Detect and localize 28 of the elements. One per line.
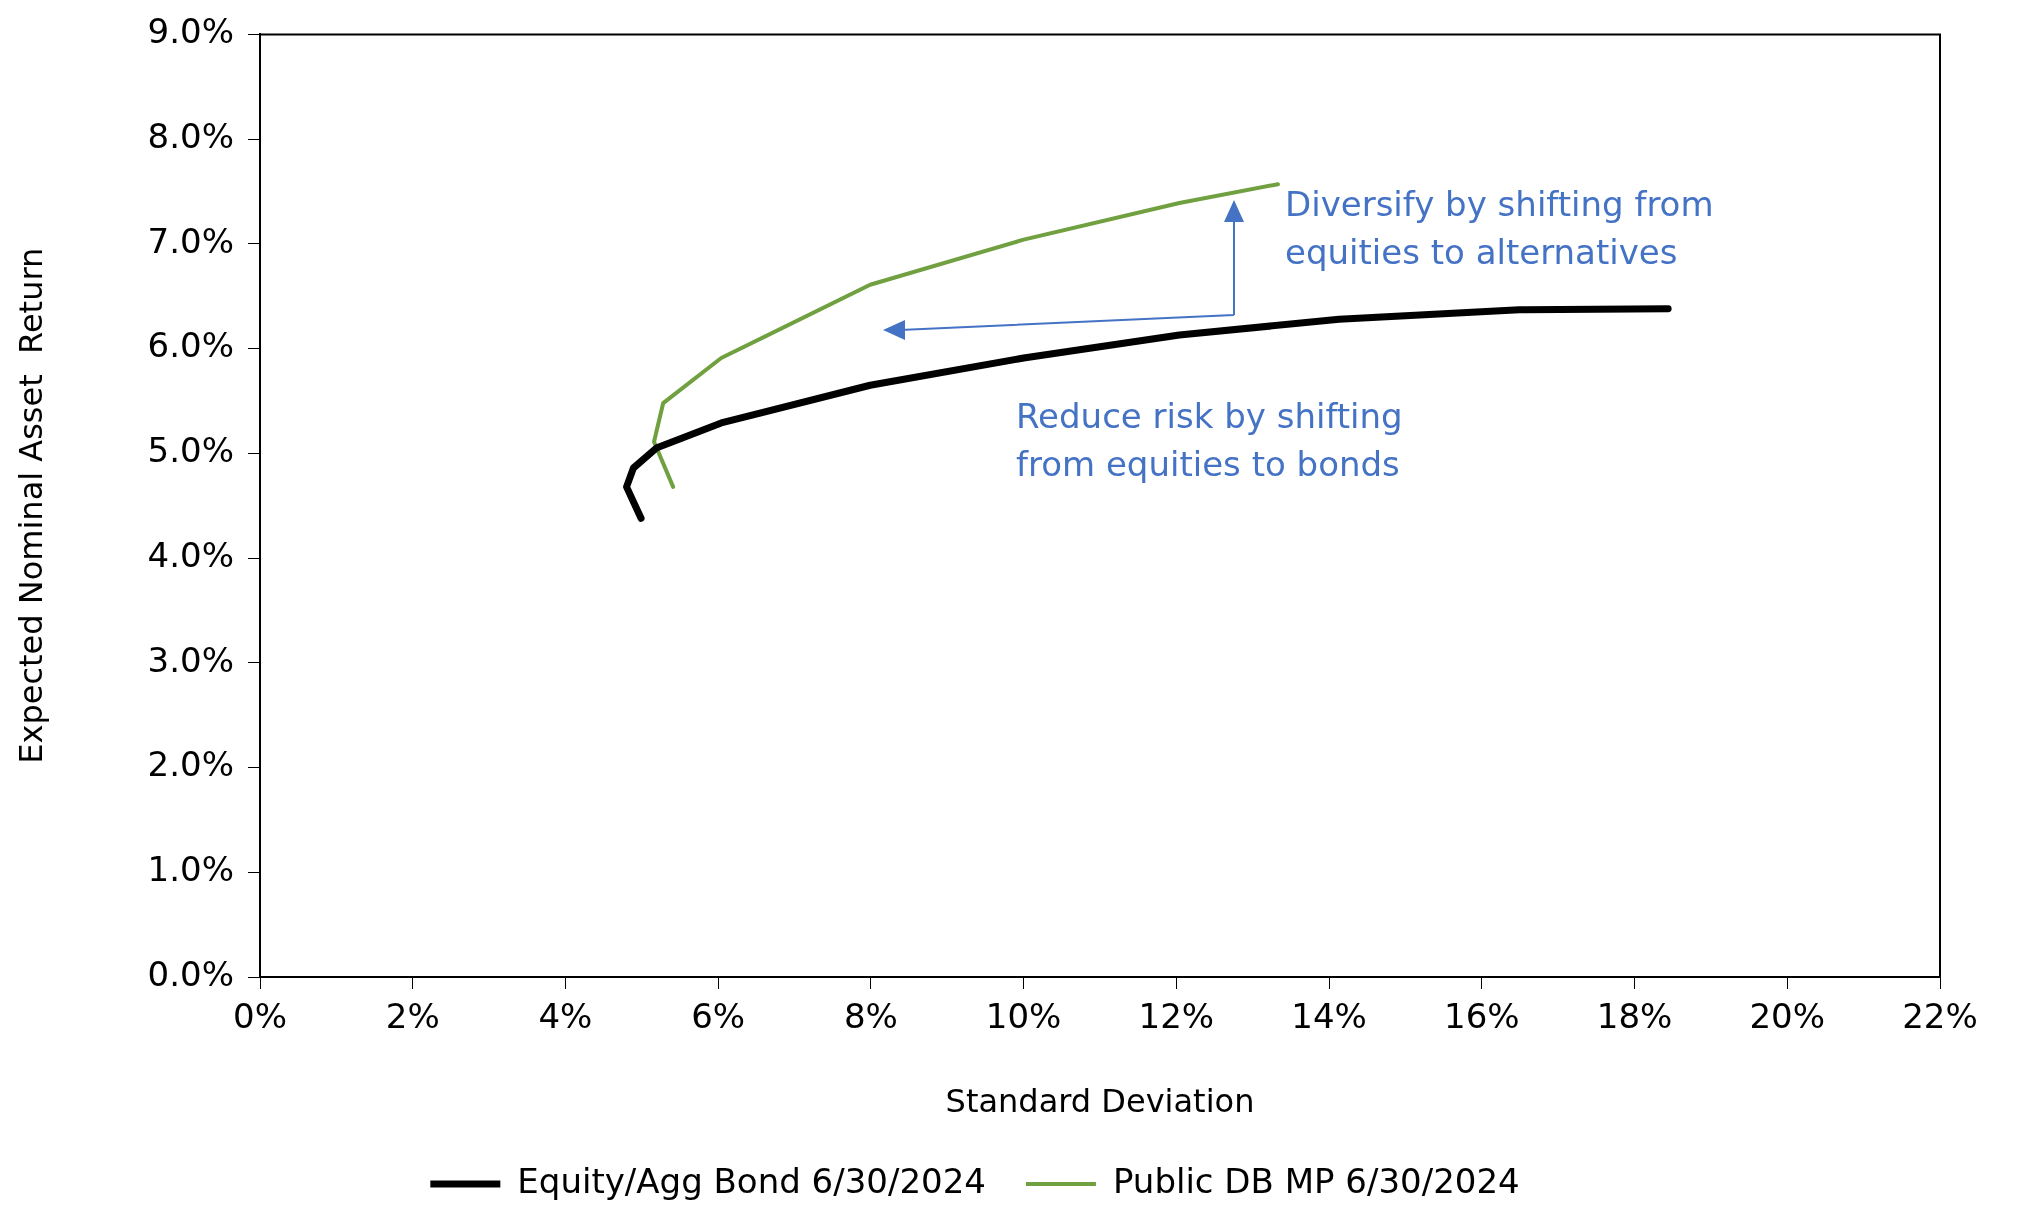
y-tick-label: 2.0% <box>147 744 234 785</box>
x-tick-label: 22% <box>1902 996 1978 1037</box>
y-tick-label: 1.0% <box>147 849 234 890</box>
y-tick-label: 6.0% <box>147 325 234 366</box>
y-tick-label: 0.0% <box>147 953 234 994</box>
x-tick-label: 4% <box>538 996 593 1037</box>
x-tick-label: 10% <box>985 996 1062 1037</box>
annotation: Reduce risk by shifting from equities to bonds <box>1016 395 1403 486</box>
y-axis-title: Expected Nominal Asset Return <box>11 247 50 764</box>
y-tick-label: 7.0% <box>147 220 234 261</box>
x-tick-label: 0% <box>233 996 287 1037</box>
x-tick-label: 12% <box>1138 996 1215 1037</box>
x-tick-label: 2% <box>385 996 440 1037</box>
y-tick-label: 5.0% <box>147 430 234 471</box>
x-tick-label: 20% <box>1749 996 1826 1037</box>
x-tick-label: 16% <box>1444 996 1520 1037</box>
x-axis-title: Standard Deviation <box>945 1082 1255 1121</box>
x-tick-label: 8% <box>843 996 898 1037</box>
x-tick-label: 6% <box>691 996 746 1037</box>
y-tick-label: 8.0% <box>147 115 234 156</box>
y-tick-label: 9.0% <box>147 11 234 52</box>
x-tick-label: 14% <box>1291 996 1367 1037</box>
x-tick-label: 18% <box>1596 996 1673 1037</box>
annotation: Diversify by shifting from equities to alternatives <box>1285 183 1714 274</box>
legend-label: Equity/Agg Bond 6/30/2024 <box>517 1160 986 1201</box>
y-tick-label: 3.0% <box>147 639 234 680</box>
legend-label: Public DB MP 6/30/2024 <box>1112 1160 1520 1201</box>
y-tick-label: 4.0% <box>147 534 234 575</box>
